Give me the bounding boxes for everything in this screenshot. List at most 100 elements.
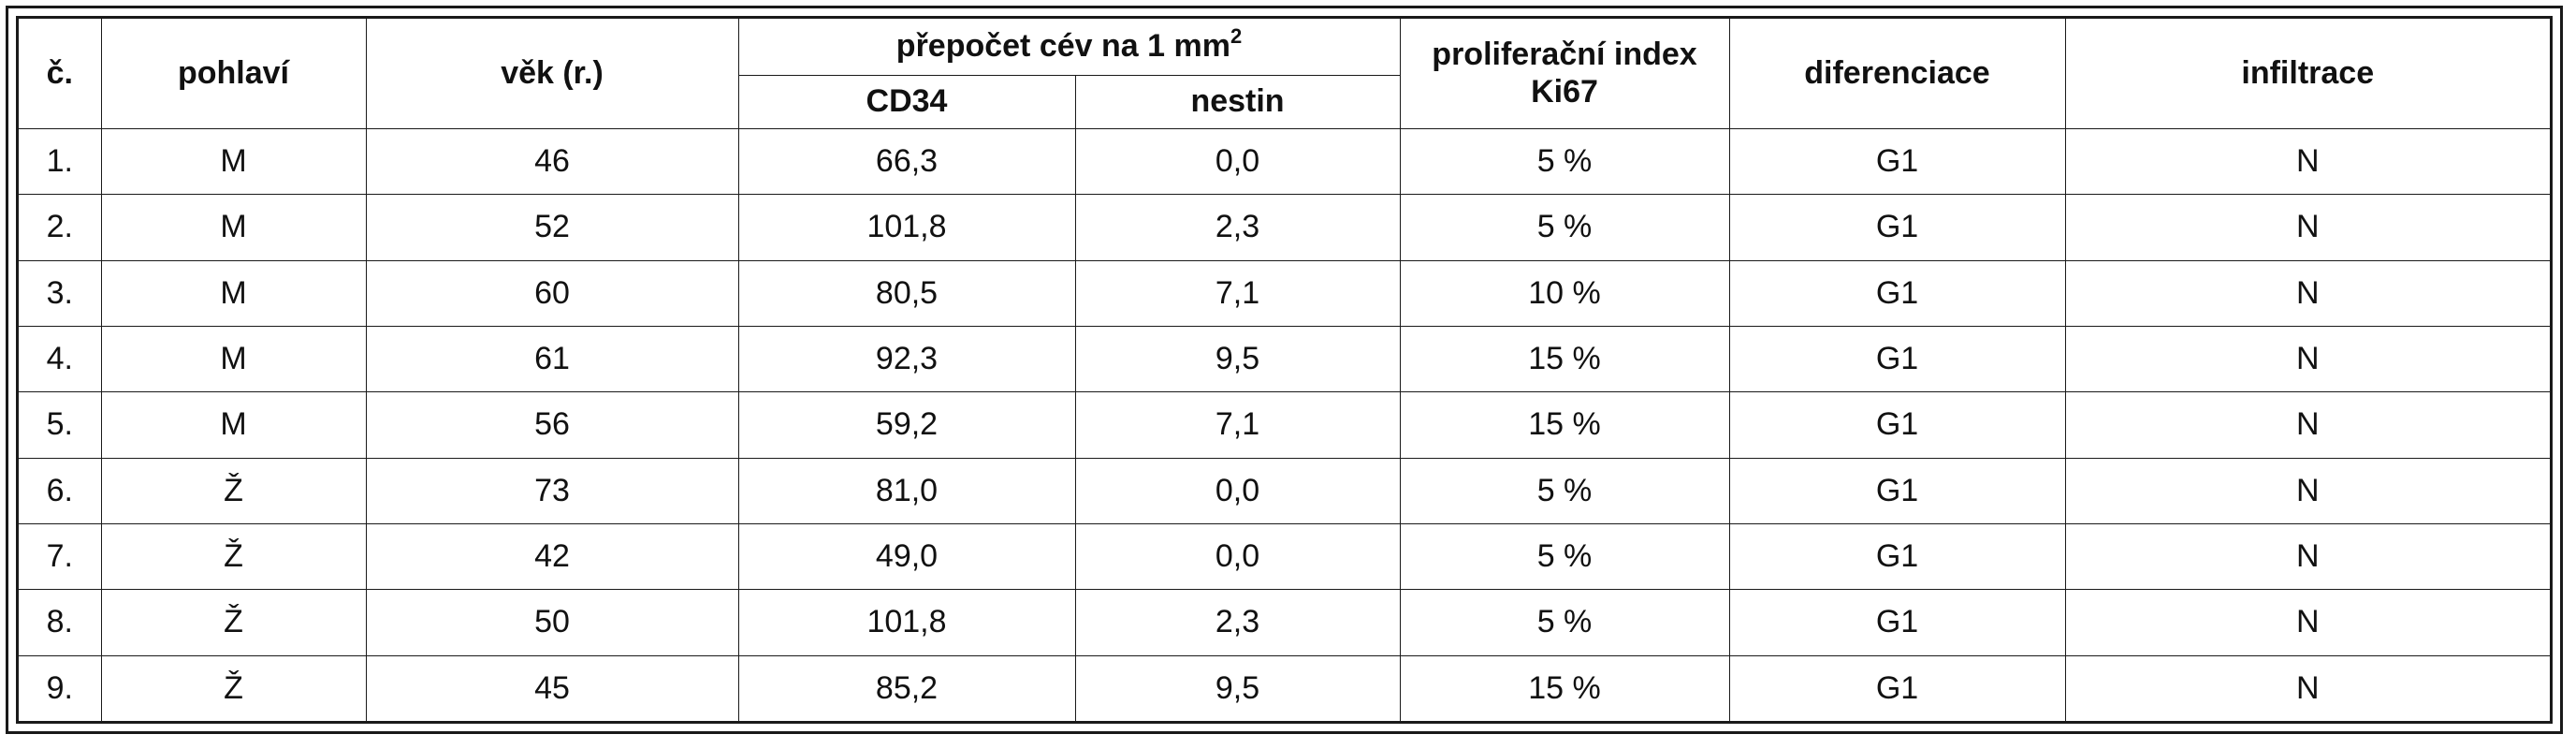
cell-cd34: 49,0 <box>737 522 1076 591</box>
table-row: 3. M 60 80,5 7,1 10 % G1 N <box>19 259 2550 327</box>
cell-sex: Ž <box>100 522 367 591</box>
cell-age: 46 <box>365 127 739 196</box>
cell-infiltration: N <box>2064 325 2550 393</box>
cell-infiltration: N <box>2064 194 2550 261</box>
table-outer-frame: č. pohlaví věk (r.) přepočet cév na 1 mm… <box>6 6 2563 734</box>
table-row: 1. M 46 66,3 0,0 5 % G1 N <box>19 127 2550 196</box>
cell-number: 2. <box>19 194 102 261</box>
header-vessel-count-sup: 2 <box>1230 24 1243 49</box>
cell-infiltration: N <box>2064 259 2550 327</box>
header-differentiation: diferenciace <box>1728 19 2066 129</box>
cell-age: 52 <box>365 194 739 261</box>
cell-number: 4. <box>19 325 102 393</box>
cell-age: 42 <box>365 522 739 591</box>
cell-number: 9. <box>19 654 102 721</box>
cell-number: 8. <box>19 589 102 656</box>
cell-infiltration: N <box>2064 127 2550 196</box>
cell-cd34: 85,2 <box>737 654 1076 721</box>
cell-ki67: 5 % <box>1399 522 1730 591</box>
cell-nestin: 0,0 <box>1074 522 1401 591</box>
cell-sex: Ž <box>100 457 367 524</box>
header-cd34: CD34 <box>738 75 1076 129</box>
cell-sex: Ž <box>100 589 367 656</box>
header-proliferation-index: proliferační index Ki67 <box>1399 19 1730 129</box>
cell-cd34: 101,8 <box>737 194 1076 261</box>
cell-nestin: 2,3 <box>1074 194 1401 261</box>
cell-number: 1. <box>19 127 102 196</box>
cell-nestin: 2,3 <box>1074 589 1401 656</box>
cell-number: 3. <box>19 259 102 327</box>
cell-differentiation: G1 <box>1728 589 2066 656</box>
cell-age: 56 <box>365 391 739 459</box>
header-row-sub: CD34 nestin <box>19 75 2550 129</box>
table-row: 6. Ž 73 81,0 0,0 5 % G1 N <box>19 457 2550 524</box>
cell-differentiation: G1 <box>1728 325 2066 393</box>
header-age: věk (r.) <box>365 19 739 129</box>
cell-cd34: 80,5 <box>737 259 1076 327</box>
cell-differentiation: G1 <box>1728 194 2066 261</box>
cell-differentiation: G1 <box>1728 127 2066 196</box>
table-row: 7. Ž 42 49,0 0,0 5 % G1 N <box>19 522 2550 591</box>
cell-ki67: 5 % <box>1399 127 1730 196</box>
cell-ki67: 15 % <box>1399 325 1730 393</box>
cell-nestin: 7,1 <box>1074 259 1401 327</box>
cell-differentiation: G1 <box>1728 259 2066 327</box>
cell-infiltration: N <box>2064 589 2550 656</box>
cell-ki67: 10 % <box>1399 259 1730 327</box>
cell-number: 7. <box>19 522 102 591</box>
cell-sex: M <box>100 259 367 327</box>
cell-sex: M <box>100 194 367 261</box>
header-number: č. <box>19 19 102 129</box>
cell-ki67: 15 % <box>1399 654 1730 721</box>
cell-ki67: 5 % <box>1399 589 1730 656</box>
cell-nestin: 9,5 <box>1074 654 1401 721</box>
header-infiltration: infiltrace <box>2064 19 2550 129</box>
table-row: 4. M 61 92,3 9,5 15 % G1 N <box>19 325 2550 393</box>
cell-ki67: 5 % <box>1399 194 1730 261</box>
header-prolif-line2: Ki67 <box>1531 73 1598 110</box>
header-vessel-count-text: přepočet cév na 1 mm <box>895 28 1230 65</box>
cell-cd34: 81,0 <box>737 457 1076 524</box>
cell-age: 61 <box>365 325 739 393</box>
cell-sex: M <box>100 391 367 459</box>
cell-nestin: 7,1 <box>1074 391 1401 459</box>
cell-infiltration: N <box>2064 522 2550 591</box>
table-row: 8. Ž 50 101,8 2,3 5 % G1 N <box>19 589 2550 656</box>
cell-cd34: 66,3 <box>737 127 1076 196</box>
cell-sex: M <box>100 325 367 393</box>
header-row-top: č. pohlaví věk (r.) přepočet cév na 1 mm… <box>19 19 2550 129</box>
table-row: 2. M 52 101,8 2,3 5 % G1 N <box>19 194 2550 261</box>
cell-cd34: 59,2 <box>737 391 1076 459</box>
cell-sex: M <box>100 127 367 196</box>
table-row: 5. M 56 59,2 7,1 15 % G1 N <box>19 391 2550 459</box>
cell-infiltration: N <box>2064 654 2550 721</box>
table-inner-frame: č. pohlaví věk (r.) přepočet cév na 1 mm… <box>16 16 2553 724</box>
cell-cd34: 92,3 <box>737 325 1076 393</box>
header-nestin: nestin <box>1074 75 1400 129</box>
cell-sex: Ž <box>100 654 367 721</box>
cell-nestin: 0,0 <box>1074 127 1401 196</box>
cell-infiltration: N <box>2064 391 2550 459</box>
cell-number: 5. <box>19 391 102 459</box>
table-row: 9. Ž 45 85,2 9,5 15 % G1 N <box>19 654 2550 721</box>
header-sex: pohlaví <box>100 19 367 129</box>
cell-differentiation: G1 <box>1728 391 2066 459</box>
cell-ki67: 15 % <box>1399 391 1730 459</box>
cell-age: 73 <box>365 457 739 524</box>
cell-number: 6. <box>19 457 102 524</box>
cell-nestin: 0,0 <box>1074 457 1401 524</box>
table-body: 1. M 46 66,3 0,0 5 % G1 N 2. M 52 101,8 2,3 5 % G1 N 3. M… <box>19 127 2550 721</box>
header-prolif-line1: proliferační index <box>1432 37 1697 73</box>
cell-cd34: 101,8 <box>737 589 1076 656</box>
header-vessel-count: přepočet cév na 1 mm2 <box>737 19 1401 76</box>
cell-differentiation: G1 <box>1728 457 2066 524</box>
cell-age: 60 <box>365 259 739 327</box>
cell-age: 50 <box>365 589 739 656</box>
cell-age: 45 <box>365 654 739 721</box>
cell-infiltration: N <box>2064 457 2550 524</box>
cell-nestin: 9,5 <box>1074 325 1401 393</box>
cell-differentiation: G1 <box>1728 654 2066 721</box>
cell-differentiation: G1 <box>1728 522 2066 591</box>
data-table: č. pohlaví věk (r.) přepočet cév na 1 mm… <box>19 19 2550 721</box>
cell-ki67: 5 % <box>1399 457 1730 524</box>
